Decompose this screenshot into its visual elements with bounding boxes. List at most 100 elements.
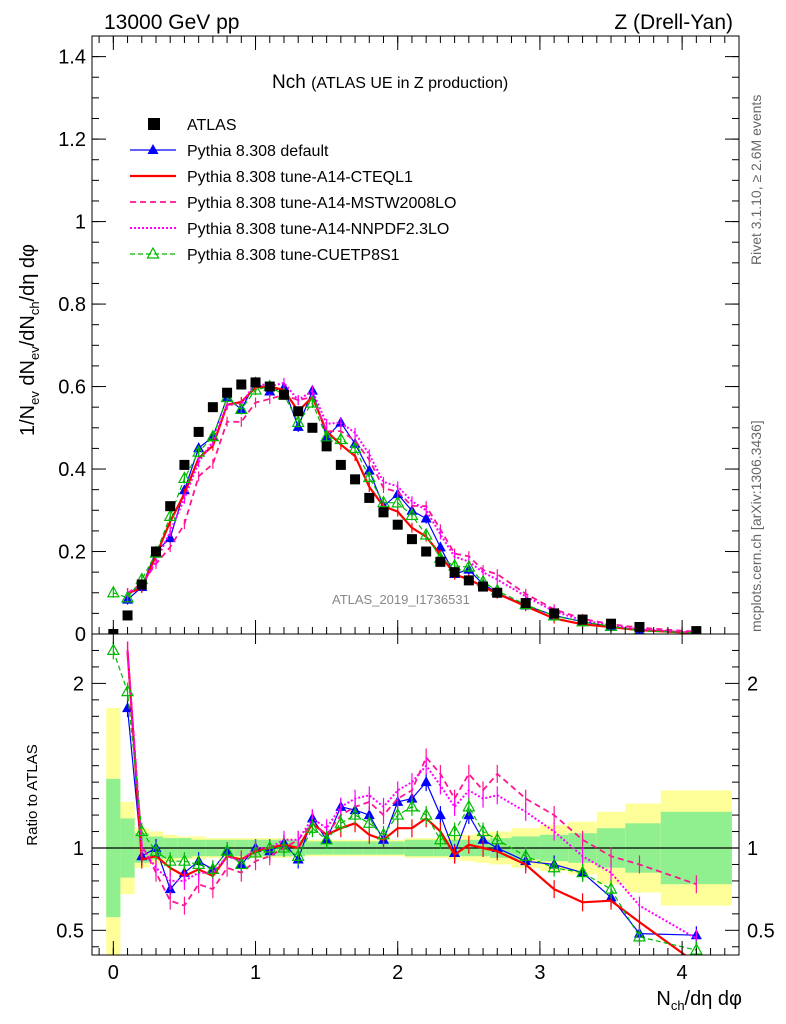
default-main-point xyxy=(434,541,446,552)
cuetp-ratio-point xyxy=(547,860,561,873)
atlas-data-point xyxy=(463,575,474,586)
cuetp-ratio-point xyxy=(448,824,462,837)
mstw-main-line xyxy=(126,393,697,633)
cuetp-main-point xyxy=(348,441,362,454)
ratio-y-tick-label-right: 0.5 xyxy=(747,920,775,942)
default-ratio-point xyxy=(434,809,446,820)
atlas-data-point xyxy=(193,426,204,437)
ratio-y-tick-label: 1 xyxy=(73,838,84,860)
default-ratio-point xyxy=(363,809,375,820)
cuetp-main-point xyxy=(177,471,191,484)
cuetp-ratio-point xyxy=(334,816,348,828)
plot-title-sub: (ATLAS UE in Z production) xyxy=(311,75,508,92)
y-axis-main-title: 1/Nev dNev/dNch/dη dφ xyxy=(17,244,42,436)
x-tick-label: 4 xyxy=(677,962,688,984)
legend-mstw-label: Pythia 8.308 tune-A14-MSTW2008LO xyxy=(187,195,456,212)
ratio-y-tick-label-right: 1 xyxy=(747,838,758,860)
atlas-data-point xyxy=(222,387,233,398)
analysis-watermark: ATLAS_2019_I1736531 xyxy=(332,592,470,607)
atlas-data-point xyxy=(449,567,460,578)
atlas-data-point xyxy=(321,441,332,452)
legend-cteq-label: Pythia 8.308 tune-A14-CTEQL1 xyxy=(187,169,413,186)
default-ratio-point xyxy=(122,702,134,713)
atlas-data-point xyxy=(136,579,147,590)
atlas-data-point xyxy=(549,608,560,619)
cuetp-ratio-point xyxy=(149,844,163,856)
main-y-tick-label: 0.6 xyxy=(58,377,86,399)
cuetp-ratio-point xyxy=(462,799,476,812)
atlas-data-point xyxy=(634,621,645,632)
cuetp-main-point xyxy=(249,382,263,395)
cuetp-ratio-point xyxy=(490,832,504,845)
x-tick-label: 2 xyxy=(392,962,403,984)
cuetp-ratio-point xyxy=(277,840,291,853)
default-main-point xyxy=(420,512,432,523)
cuetp-main-point xyxy=(419,527,433,540)
main-y-tick-label: 0.4 xyxy=(58,459,86,481)
cuetp-main-point xyxy=(291,415,305,428)
atlas-data-point xyxy=(179,459,190,470)
atlas-data-point xyxy=(364,492,375,503)
cuetp-ratio-point xyxy=(135,824,149,837)
cuetp-ratio-point xyxy=(177,853,191,866)
cuetp-ratio-point xyxy=(192,857,206,870)
atlas-data-point xyxy=(392,519,403,530)
cuetp-ratio-point xyxy=(249,845,263,858)
atlas-data-point xyxy=(492,587,503,598)
atlas-data-point xyxy=(236,379,247,390)
ratio-y-tick-label: 2 xyxy=(73,673,84,695)
atlas-data-point xyxy=(207,402,218,413)
cuetp-main-point xyxy=(121,590,135,603)
cuetp-ratio-point xyxy=(604,881,618,894)
cuetp-ratio-point xyxy=(362,816,376,828)
cuetp-main-point xyxy=(163,509,177,521)
y-axis-ratio-title: Ratio to ATLAS xyxy=(24,744,41,845)
ratio-y-tick-label: 0.5 xyxy=(56,920,84,942)
atlas-data-point xyxy=(350,474,361,485)
cuetp-main-point xyxy=(362,470,376,483)
atlas-data-point xyxy=(577,614,588,625)
cuetp-ratio-point xyxy=(234,857,248,870)
cuetp-ratio-line xyxy=(112,650,697,951)
atlas-data-point xyxy=(278,389,289,400)
atlas-data-point xyxy=(478,581,489,592)
atlas-data-point xyxy=(421,546,432,557)
ratio-y-tick-label-right: 2 xyxy=(747,673,758,695)
atlas-data-point xyxy=(307,422,318,433)
cuetp-ratio-point xyxy=(106,643,120,656)
default-ratio-point xyxy=(420,776,432,787)
ratio-panel: 0 1 2 3 4 0.5 0.5 1 1 2 2 xyxy=(56,633,775,984)
atlas-data-point xyxy=(378,507,389,518)
mcplots-reference-label: mcplots.cern.ch [arXiv:1306.3436] xyxy=(748,420,764,632)
cuetp-main-point xyxy=(192,444,206,457)
cuetp-ratio-point xyxy=(206,862,220,874)
cuetp-ratio-point xyxy=(419,807,433,820)
atlas-data-point xyxy=(606,618,617,629)
atlas-data-point xyxy=(435,556,446,567)
cuetp-ratio-point xyxy=(632,929,646,942)
cuetp-ratio-point xyxy=(576,865,590,878)
cuetp-main-point xyxy=(334,432,348,445)
cuetp-ratio-point xyxy=(376,827,391,840)
main-y-tick-label: 1.4 xyxy=(58,47,86,69)
cuetp-main-point xyxy=(320,429,334,442)
legend-atlas-marker xyxy=(148,118,160,130)
cuetp-main-point xyxy=(206,429,220,442)
atlas-data-point xyxy=(250,377,261,388)
cuetp-ratio-point xyxy=(519,848,533,861)
cuetp-ratio-point xyxy=(391,807,405,820)
cuetp-ratio-point xyxy=(263,840,277,853)
legend: ATLAS Pythia 8.308 default Pythia 8.308 tu… xyxy=(130,117,456,264)
cuetp-main-point xyxy=(305,395,319,408)
atlas-data-point xyxy=(264,381,275,392)
cuetp-ratio-point xyxy=(320,832,334,845)
legend-data-label: ATLAS xyxy=(187,117,237,134)
energy-label: 13000 GeV pp xyxy=(104,11,239,34)
atlas-data-point xyxy=(335,459,346,470)
main-panel: 0 0.2 0.4 0.6 0.8 1 1.2 1.4 Nch (ATLAS UE in Z … xyxy=(58,35,740,646)
cuetp-main-point xyxy=(234,402,248,415)
legend-nnpdf-label: Pythia 8.308 tune-A14-NNPDF2.3LO xyxy=(187,221,449,238)
legend-default-label: Pythia 8.308 default xyxy=(187,143,329,160)
cuetp-ratio-point xyxy=(305,821,319,833)
plot-title-main: Nch xyxy=(272,72,306,93)
